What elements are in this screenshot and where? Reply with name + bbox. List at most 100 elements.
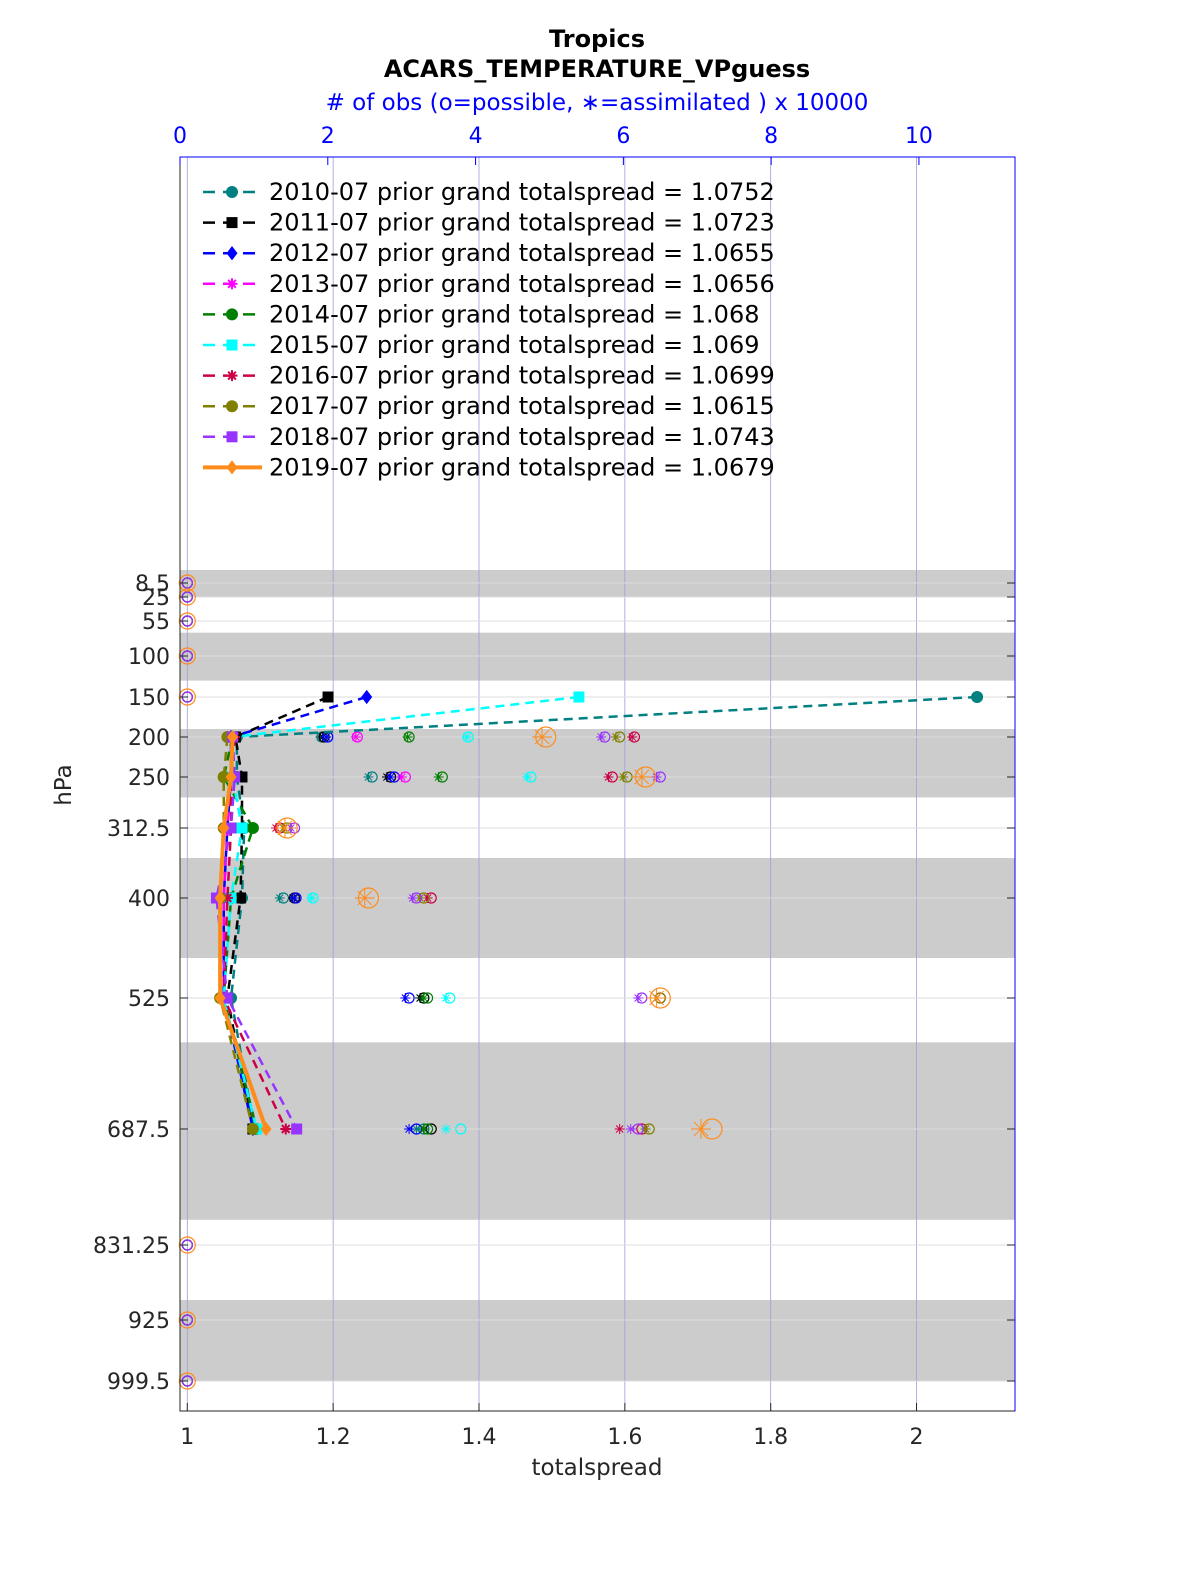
series-point-s4-p2 bbox=[246, 822, 259, 834]
series-point-s5-p0 bbox=[573, 691, 585, 703]
obs-assim-stroke-s2-p5-3 bbox=[401, 994, 410, 1002]
obs-assimilated-s6-p1 bbox=[603, 772, 614, 782]
series-point-s9-p1 bbox=[225, 769, 237, 785]
series-point-s1-p0-shape bbox=[322, 691, 334, 703]
obs-assimilated-s5-p2 bbox=[522, 772, 533, 782]
obs-assimilated-s4-p1 bbox=[433, 772, 444, 782]
obs-assim-stroke-s2-p4-3 bbox=[290, 894, 299, 902]
obs-assim-stroke-s6-p5-3 bbox=[615, 1125, 624, 1133]
series-point-s5-p0-shape bbox=[573, 691, 585, 703]
obs-assim-stroke-s8-p3-3 bbox=[408, 894, 417, 902]
series-point-s9-p2 bbox=[218, 820, 230, 836]
obs-assimilated-s4-p0 bbox=[402, 732, 413, 742]
series-point-s1-p2 bbox=[236, 771, 248, 783]
series-point-s8-p5 bbox=[291, 1123, 303, 1135]
obs-assim-stroke-s5-p1-3 bbox=[462, 733, 471, 741]
obs-assim-stroke-s2-p1-3 bbox=[322, 733, 331, 741]
series-point-s2-p0-shape bbox=[361, 689, 373, 705]
series-point-s9-p3 bbox=[214, 890, 226, 906]
obs-assim-stroke-s9-p1-3 bbox=[634, 769, 650, 785]
series-point-s8-p4 bbox=[221, 992, 233, 1004]
top-tick-label-3: 6 bbox=[616, 124, 630, 149]
obs-assim-stroke-s4-p1-3 bbox=[434, 773, 443, 781]
shaded-band-5 bbox=[180, 1300, 1015, 1381]
obs-assim-stroke-s9-p2-3 bbox=[277, 820, 293, 836]
obs-assim-stroke-s2-p6-3 bbox=[405, 1125, 413, 1133]
x-tick-label-3: 1.6 bbox=[607, 1425, 642, 1450]
legend-label-9: 2019-07 prior grand totalspread = 1.0679 bbox=[269, 453, 775, 481]
obs-assimilated-s8-p3 bbox=[407, 893, 418, 903]
series-point-s9-p4-shape bbox=[214, 990, 226, 1006]
x-tick-label-4: 1.8 bbox=[753, 1425, 788, 1450]
obs-assim-stroke-s7-p0-3 bbox=[612, 733, 620, 741]
x-tick-label-2: 1.4 bbox=[461, 1425, 496, 1450]
x-tick-label-1: 1.2 bbox=[316, 1425, 351, 1450]
series-point-s2-p0 bbox=[361, 689, 373, 705]
obs-assim-stroke-s8-p1-3 bbox=[652, 773, 661, 781]
obs-assim-stroke-s5-p5-3 bbox=[442, 994, 450, 1002]
obs-zero-s9-l4 bbox=[178, 688, 196, 706]
legend-marker-7-shape bbox=[226, 400, 238, 413]
obs-assimilated-s8-p4 bbox=[633, 993, 644, 1003]
series-point-s0-p0 bbox=[971, 691, 984, 703]
obs-assim-stroke-s9-p0-3 bbox=[534, 729, 550, 745]
obs-assimilated-s9-p3 bbox=[354, 888, 375, 908]
obs-assimilated-s8-p0 bbox=[596, 732, 607, 742]
y-tick-label-1: 25 bbox=[142, 586, 170, 611]
x-axis-label: totalspread bbox=[532, 1455, 663, 1481]
obs-assim-stroke-s2-p2-3 bbox=[386, 773, 395, 781]
obs-assimilated-s6-p0 bbox=[627, 732, 638, 742]
series-point-s7-p5-shape bbox=[246, 1123, 259, 1135]
obs-assim-stroke-s0-p4-3 bbox=[275, 894, 284, 902]
obs-assim-stroke-s9-p5-3 bbox=[693, 1121, 709, 1137]
legend-marker-8-shape bbox=[226, 431, 238, 443]
obs-assimilated-s2-p4 bbox=[289, 893, 300, 903]
top-tick-label-0: 0 bbox=[173, 124, 187, 149]
obs-assim-stroke-s5-p2-3 bbox=[523, 773, 532, 781]
obs-possible-s5-p6 bbox=[455, 1123, 467, 1135]
series-point-s8-p2 bbox=[225, 822, 237, 834]
series-point-s9-p2-shape bbox=[218, 820, 230, 836]
legend-marker-5 bbox=[226, 339, 238, 351]
obs-assimilated-s5-p6 bbox=[441, 1124, 452, 1134]
y-tick-label-10: 687.5 bbox=[107, 1118, 170, 1143]
grid-lines bbox=[180, 157, 1015, 1411]
obs-assimilated-s6-p5 bbox=[614, 1124, 625, 1134]
legend-label-5: 2015-07 prior grand totalspread = 1.069 bbox=[269, 331, 759, 359]
legend-marker-2 bbox=[226, 246, 238, 261]
obs-assim-stroke-s8-p5-3 bbox=[626, 1125, 635, 1133]
legend-label-8: 2018-07 prior grand totalspread = 1.0743 bbox=[269, 423, 775, 451]
shaded-bands bbox=[180, 570, 1015, 1381]
obs-assimilated-s9-p4 bbox=[646, 988, 667, 1008]
obs-assim-stroke-s6-p1-3 bbox=[604, 773, 613, 781]
series-point-s4-p2-shape bbox=[246, 822, 259, 834]
y-tick-label-5: 200 bbox=[128, 726, 170, 751]
y-tick-label-0: 8.5 bbox=[135, 572, 170, 597]
obs-assim-stroke-s5-p6-3 bbox=[442, 1125, 450, 1133]
top-tick-label-4: 8 bbox=[764, 124, 778, 149]
series-point-s1-p0 bbox=[322, 691, 334, 703]
legend-marker-3 bbox=[226, 278, 238, 290]
series-point-s1-p2-shape bbox=[236, 771, 248, 783]
shaded-band-4 bbox=[180, 1042, 1015, 1220]
obs-zero-s9-l0 bbox=[178, 574, 196, 592]
legend-marker-1 bbox=[226, 217, 238, 229]
legend: 2010-07 prior grand totalspread = 1.0752… bbox=[203, 178, 775, 481]
legend-label-3: 2013-07 prior grand totalspread = 1.0656 bbox=[269, 270, 775, 298]
chart-subtitle: ACARS_TEMPERATURE_VPguess bbox=[384, 55, 810, 83]
obs-zero-s9-l12 bbox=[178, 1311, 196, 1329]
series-point-s7-p5 bbox=[246, 1123, 259, 1135]
chart-title: Tropics bbox=[549, 25, 645, 53]
obs-zero-s9-l3 bbox=[178, 647, 196, 665]
obs-assimilated-s3-p1 bbox=[396, 772, 407, 782]
obs-assim-stroke-s9-p4-3 bbox=[649, 990, 665, 1006]
obs-assimilated-s7-p1 bbox=[618, 772, 629, 782]
legend-marker-0-shape bbox=[226, 186, 238, 198]
y-axis-label: hPa bbox=[51, 764, 77, 806]
series-point-s8-p5-shape bbox=[291, 1123, 303, 1135]
legend-label-1: 2011-07 prior grand totalspread = 1.0723 bbox=[269, 209, 775, 237]
x-tick-label-5: 2 bbox=[910, 1425, 924, 1450]
obs-assimilated-s2-p6 bbox=[404, 1124, 415, 1134]
